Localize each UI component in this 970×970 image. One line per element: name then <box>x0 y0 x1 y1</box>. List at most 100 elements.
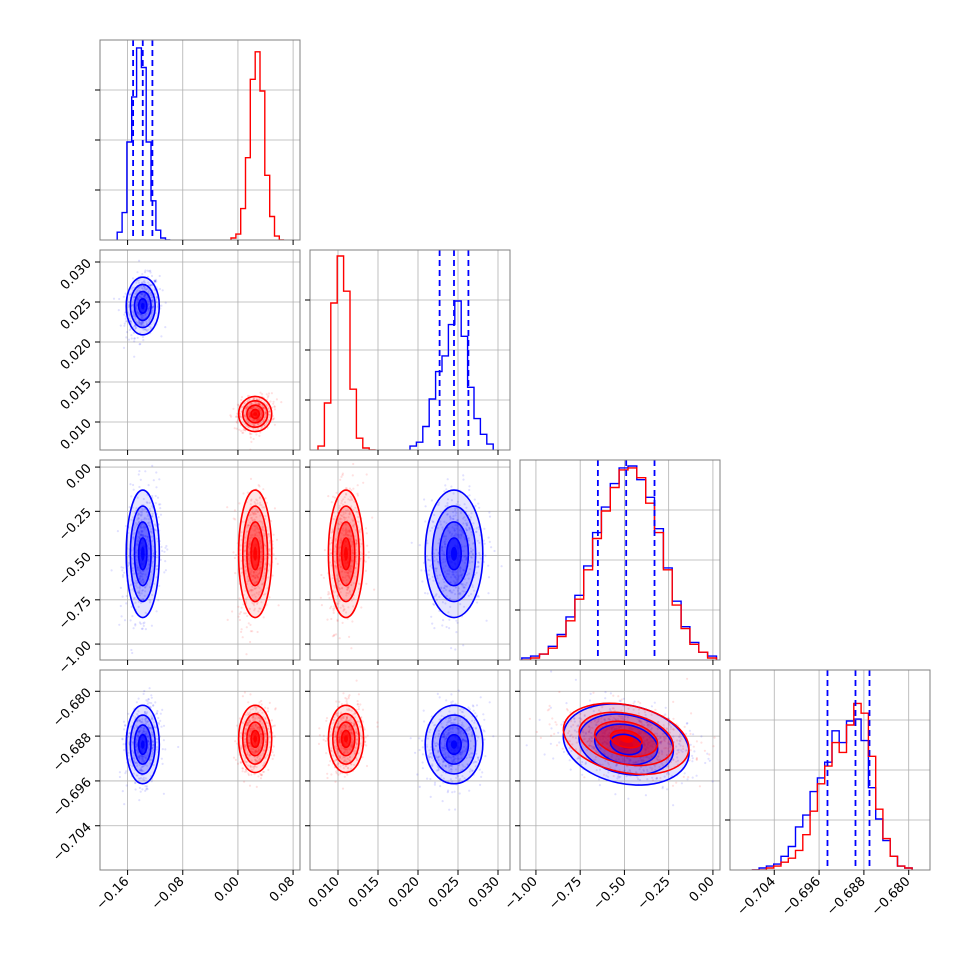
scatter-point <box>462 568 465 571</box>
scatter-point <box>248 754 251 757</box>
scatter-point <box>148 289 151 292</box>
scatter-point <box>244 429 247 432</box>
scatter-point <box>451 727 454 731</box>
scatter-point <box>452 759 455 762</box>
scatter-point <box>237 404 240 407</box>
scatter-point <box>144 535 147 538</box>
scatter-point <box>331 635 334 638</box>
scatter-point <box>253 587 256 590</box>
scatter-point <box>140 765 144 768</box>
scatter-point <box>443 554 446 557</box>
scatter-point <box>145 584 148 587</box>
scatter-point <box>135 507 138 510</box>
scatter-point <box>373 588 376 591</box>
scatter-point <box>338 559 341 563</box>
scatter-point <box>244 429 247 432</box>
scatter-point <box>479 557 482 560</box>
scatter-point <box>142 321 145 324</box>
scatter-point <box>468 726 471 729</box>
scatter-point <box>249 640 252 644</box>
scatter-point <box>138 485 141 489</box>
scatter-point <box>137 777 140 780</box>
scatter-point <box>144 719 147 722</box>
scatter-point <box>468 753 471 756</box>
scatter-point <box>260 583 264 586</box>
scatter-point <box>483 542 486 545</box>
scatter-point <box>434 594 437 597</box>
scatter-point <box>467 577 470 580</box>
scatter-point <box>244 747 247 751</box>
scatter-point <box>254 510 257 513</box>
scatter-point <box>333 584 336 587</box>
scatter-point <box>143 296 146 299</box>
scatter-point <box>338 579 341 583</box>
scatter-point <box>152 551 155 554</box>
scatter-point <box>151 299 154 302</box>
scatter-point <box>456 726 459 729</box>
scatter-point <box>141 320 144 324</box>
scatter-point <box>161 708 164 712</box>
scatter-point <box>343 724 346 727</box>
scatter-point <box>239 611 242 614</box>
scatter-point <box>354 539 357 542</box>
scatter-point <box>271 751 274 754</box>
scatter-point <box>475 704 479 707</box>
scatter-point <box>144 732 147 735</box>
scatter-point <box>244 612 247 615</box>
scatter-point <box>144 785 147 788</box>
scatter-point <box>462 738 465 741</box>
scatter-point <box>136 271 139 274</box>
scatter-point <box>263 418 266 421</box>
scatter-point <box>259 777 263 780</box>
scatter-point <box>335 770 338 773</box>
scatter-point <box>344 487 347 490</box>
scatter-point <box>338 600 341 603</box>
scatter-point <box>143 621 146 624</box>
scatter-point <box>356 492 359 495</box>
scatter-point <box>462 517 465 520</box>
scatter-point <box>130 761 133 764</box>
scatter-point <box>344 527 348 530</box>
scatter-point <box>351 620 354 623</box>
scatter-point <box>441 726 444 729</box>
scatter-point <box>458 438 460 440</box>
scatter-point <box>141 273 144 276</box>
scatter-point <box>141 597 144 601</box>
scatter-point <box>487 536 490 539</box>
scatter-point <box>259 720 262 723</box>
scatter-point <box>439 511 442 514</box>
scatter-point <box>120 615 123 618</box>
scatter-point <box>156 306 159 309</box>
scatter-point <box>256 527 259 530</box>
scatter-point <box>256 630 259 634</box>
scatter-point <box>260 773 263 776</box>
scatter-point <box>445 756 448 759</box>
scatter-point <box>122 743 125 746</box>
scatter-point <box>434 723 437 727</box>
scatter-point <box>257 510 260 513</box>
scatter-point <box>260 732 263 735</box>
scatter-point <box>143 286 146 290</box>
scatter-point <box>140 721 143 724</box>
scatter-point <box>248 730 251 733</box>
scatter-point <box>124 317 127 320</box>
scatter-point <box>136 720 139 723</box>
scatter-point <box>152 721 155 724</box>
scatter-point <box>354 528 358 532</box>
scatter-point <box>444 540 447 543</box>
scatter-point <box>437 501 441 504</box>
scatter-point <box>144 713 147 716</box>
scatter-point <box>443 585 447 588</box>
scatter-point <box>249 567 252 570</box>
scatter-point <box>441 764 444 767</box>
scatter-point <box>344 492 348 495</box>
scatter-point <box>260 601 263 604</box>
scatter-point <box>325 752 328 755</box>
scatter-point <box>142 534 145 537</box>
scatter-point <box>259 541 262 544</box>
scatter-point <box>251 765 254 769</box>
scatter-point <box>240 628 243 631</box>
scatter-point <box>137 591 141 595</box>
scatter-point <box>443 520 446 523</box>
scatter-point <box>429 728 432 731</box>
